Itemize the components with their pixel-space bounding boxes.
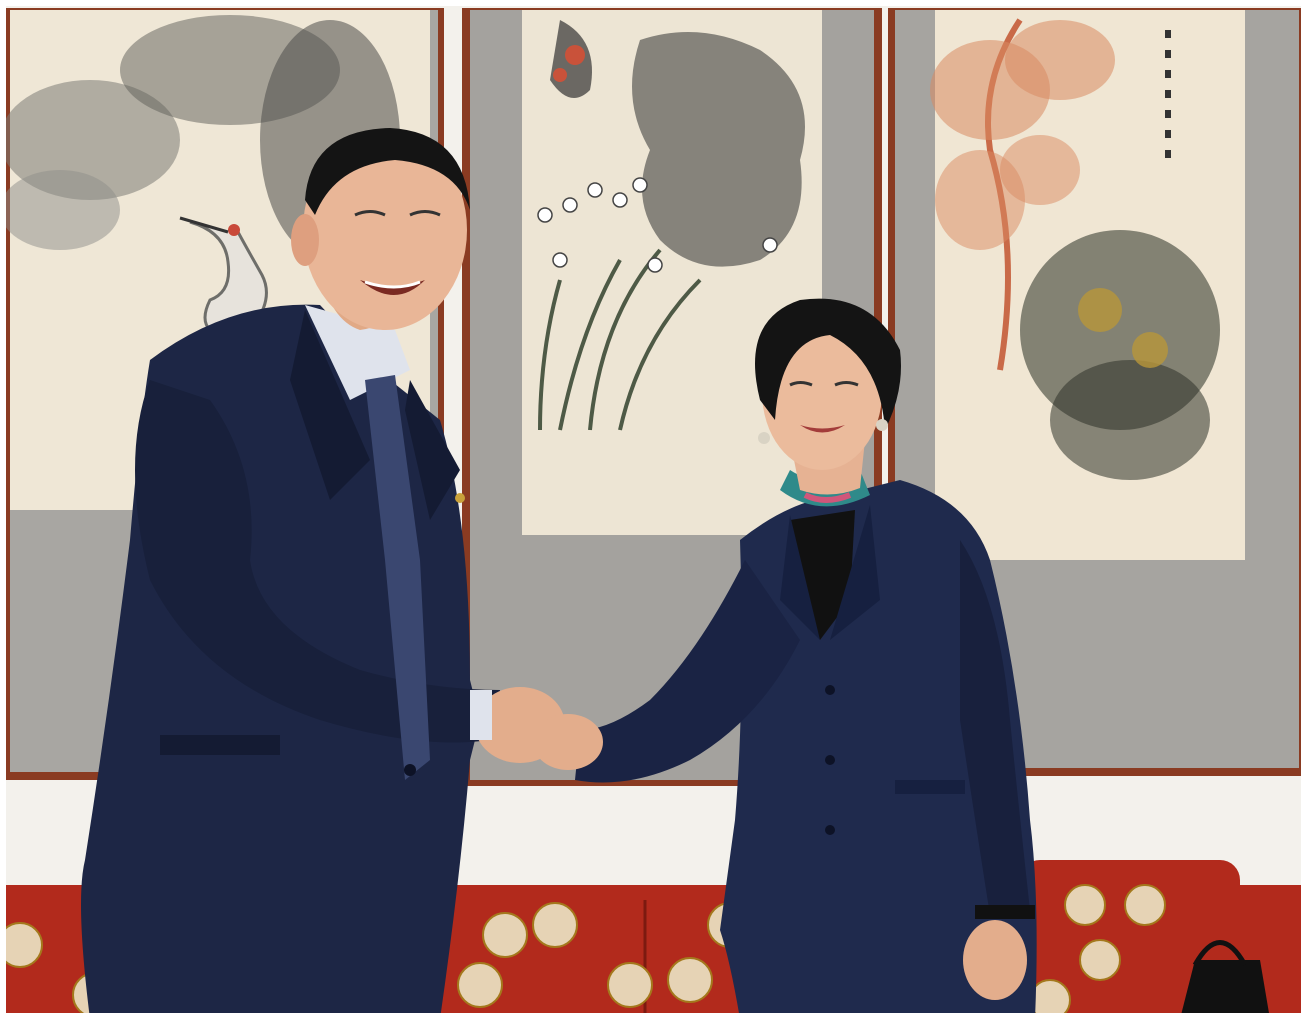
scroll-painting-maple — [888, 8, 1304, 776]
man-in-navy-suit — [81, 128, 565, 1019]
woman-in-navy-suit — [533, 298, 1037, 1019]
black-handbag — [1180, 940, 1270, 1019]
